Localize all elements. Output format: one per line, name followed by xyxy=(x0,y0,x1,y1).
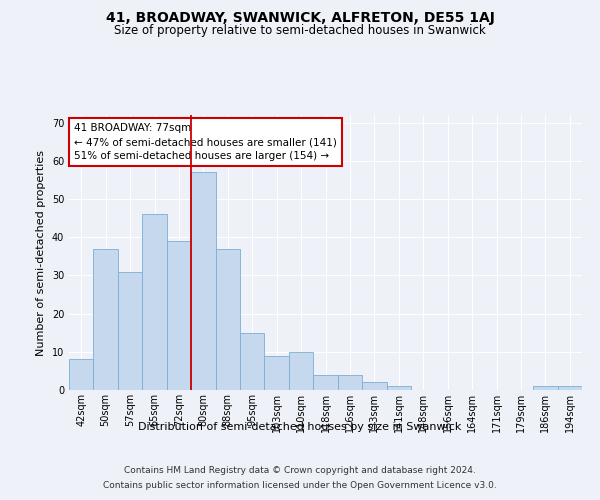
Text: 41 BROADWAY: 77sqm
← 47% of semi-detached houses are smaller (141)
51% of semi-d: 41 BROADWAY: 77sqm ← 47% of semi-detache… xyxy=(74,123,337,161)
Bar xyxy=(338,374,362,390)
Bar xyxy=(386,386,411,390)
Text: Contains HM Land Registry data © Crown copyright and database right 2024.: Contains HM Land Registry data © Crown c… xyxy=(124,466,476,475)
Text: 41, BROADWAY, SWANWICK, ALFRETON, DE55 1AJ: 41, BROADWAY, SWANWICK, ALFRETON, DE55 1… xyxy=(106,11,494,25)
Text: Contains public sector information licensed under the Open Government Licence v3: Contains public sector information licen… xyxy=(103,481,497,490)
Text: Distribution of semi-detached houses by size in Swanwick: Distribution of semi-detached houses by … xyxy=(139,422,461,432)
Bar xyxy=(118,272,142,390)
Text: Size of property relative to semi-detached houses in Swanwick: Size of property relative to semi-detach… xyxy=(114,24,486,37)
Bar xyxy=(69,360,94,390)
Bar xyxy=(215,248,240,390)
Bar xyxy=(289,352,313,390)
Bar xyxy=(191,172,215,390)
Y-axis label: Number of semi-detached properties: Number of semi-detached properties xyxy=(36,150,46,356)
Bar xyxy=(142,214,167,390)
Bar xyxy=(313,374,338,390)
Bar xyxy=(94,248,118,390)
Bar xyxy=(265,356,289,390)
Bar xyxy=(557,386,582,390)
Bar xyxy=(167,241,191,390)
Bar xyxy=(533,386,557,390)
Bar xyxy=(240,332,265,390)
Bar xyxy=(362,382,386,390)
